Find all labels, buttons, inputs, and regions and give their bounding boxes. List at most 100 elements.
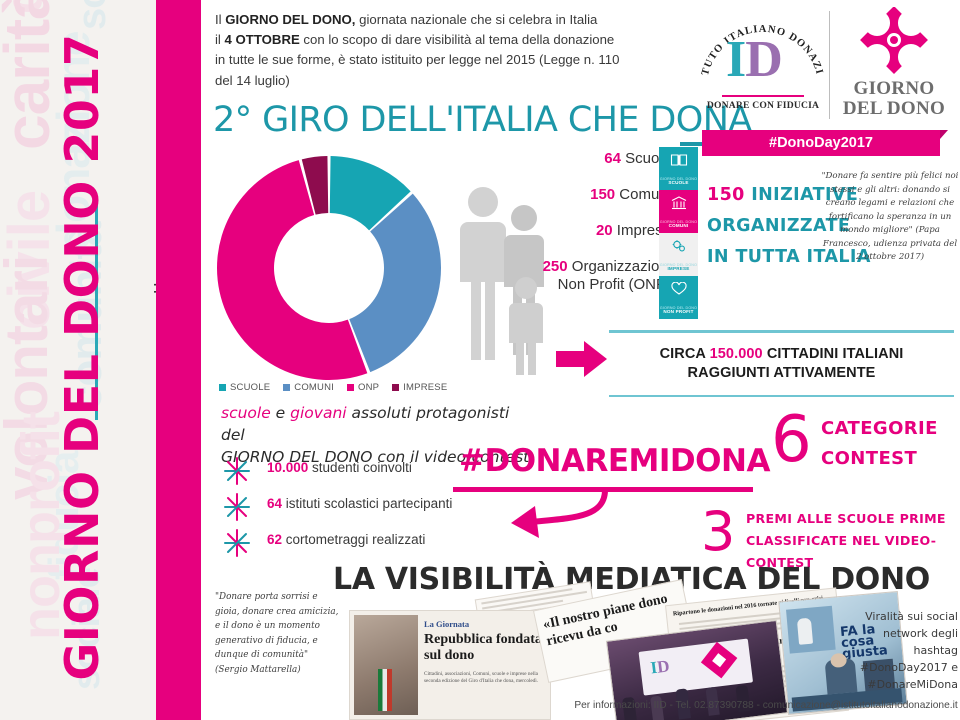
bullet-cortometraggi-value: 62 (267, 532, 283, 547)
categories-line-1: CATEGORIE (821, 418, 938, 439)
reach-text: CIRCA 150.000 CITTADINI ITALIANI RAGGIUN… (609, 333, 954, 395)
stat-imprese-label: Imprese (612, 222, 671, 239)
reach-number: 150.000 (709, 345, 763, 362)
bullet-cortometraggi-label: cortometraggi realizzati (282, 532, 426, 547)
intro-line4: del 14 luglio) (215, 72, 290, 88)
prizes-line-1: PREMI ALLE SCUOLE PRIME (746, 511, 946, 526)
schools-lead-text: scuole e giovani assoluti protagonisti d… (221, 402, 531, 468)
categories-line-2: CONTEST (821, 448, 918, 469)
categories-labels: CATEGORIE CONTEST (821, 414, 938, 474)
legend-swatch (283, 383, 291, 391)
pope-quote-text: "Donare fa sentire più felici noi stessi… (821, 171, 959, 235)
heart-icon (670, 282, 687, 295)
reach-rule-top (609, 330, 954, 333)
tile-comuni: GIORNO DEL DONO COMUNI (659, 190, 698, 233)
prizes-line-2: CLASSIFICATE NEL VIDEO-CONTEST (746, 533, 937, 570)
clipping-la-giornata: La Giornata Repubblica fondata sul dono … (349, 610, 551, 720)
mattarella-quote: "Donare porta sorrisi e gioia, donare cr… (215, 590, 340, 677)
bullet-studenti: 10.000 studenti coinvolti (221, 455, 521, 491)
legend-item-onp: ONP (347, 382, 379, 393)
donut-slice-scuole (329, 156, 411, 231)
tile-nonprofit-label: NON PROFIT (663, 309, 694, 315)
clipping-body: Cittadini, associazioni, Comuni, scuole … (424, 671, 539, 684)
headline-underline (680, 142, 702, 146)
mattarella-quote-attribution: (Sergio Mattarella) (215, 664, 301, 675)
participants-donut-chart (209, 148, 449, 388)
stats-list: 64 Scuole 150 Comuni 20 Imprese 250 Orga… (501, 150, 671, 312)
schools-lead-mid: e (270, 404, 291, 422)
intro-line1-pre: Il (215, 12, 226, 27)
bullet-studenti-text: 10.000 studenti coinvolti (267, 460, 412, 475)
intro-line2-post: con lo scopo di dare visibilità al tema … (299, 32, 615, 48)
reach-pre: CIRCA (659, 345, 710, 362)
logo-rule (722, 95, 804, 97)
teal-divider-rule (95, 205, 98, 420)
stat-scuole-value: 64 (604, 150, 621, 167)
categories-number: 6 (771, 403, 812, 477)
intro-line3: in tutte le sue forme, è stato istituito… (215, 52, 620, 68)
initiatives-word: INIZIATIVE (744, 185, 859, 205)
initiatives-line-1: 150 INIZIATIVE (707, 180, 871, 211)
tile-scuole-text: GIORNO DEL DONO SCUOLE (659, 177, 698, 186)
initiatives-block: 150 INIZIATIVE ORGANIZZATE IN TUTTA ITAL… (707, 180, 871, 273)
stat-comuni-value: 150 (590, 186, 616, 203)
logo-block: ISTITUTO ITALIANO DONAZIONE ID DONARE CO… (696, 5, 951, 157)
donut-slice-onp (217, 160, 368, 380)
contact-line: Per informazioni: IID - Tel. 02.87390788… (574, 700, 958, 711)
hashtag-underline (453, 487, 753, 492)
intro-line2-pre: il (215, 32, 225, 48)
main-content: Il GIORNO DEL DONO, giornata nazionale c… (201, 0, 960, 720)
prizes-number: 3 (701, 500, 736, 563)
tile-comuni-label: COMUNI (668, 223, 689, 229)
bullet-istituti-label: istituti scolastici partecipanti (282, 496, 453, 511)
pink-vertical-band (156, 0, 201, 720)
tile-imprese: GIORNO DEL DONO IMPRESE (659, 233, 698, 276)
brand-line-2: DEL DONO (842, 98, 946, 119)
clipping-kicker: La Giornata (424, 619, 470, 629)
iid-tagline: DONARE CON FIDUCIA (706, 100, 820, 111)
prizes-labels: PREMI ALLE SCUOLE PRIME CLASSIFICATE NEL… (746, 508, 960, 574)
legend-item-comuni: COMUNI (283, 382, 334, 393)
press-clippings-collage: La Giornata Repubblica fondata sul dono … (331, 579, 908, 720)
diamond-flower-icon (860, 6, 928, 74)
curved-arrow-left-icon (511, 489, 608, 538)
bullet-studenti-value: 10.000 (267, 460, 309, 475)
tile-scuole-label: SCUOLE (668, 180, 689, 186)
stat-comuni: 150 Comuni (501, 186, 671, 204)
mattarella-quote-text: "Donare porta sorrisi e gioia, donare cr… (215, 592, 339, 660)
asterisk-icon (224, 529, 250, 557)
stat-imprese: 20 Imprese (501, 222, 671, 240)
legend-item-imprese: IMPRESE (392, 382, 447, 393)
intro-bold-gdd: GIORNO DEL DONO, (225, 12, 356, 27)
category-icon-tiles: GIORNO DEL DONO SCUOLE GIORNO DEL DONO C… (659, 147, 698, 319)
tile-nonprofit-kicker: GIORNO DEL DONO (659, 305, 698, 310)
virality-line-1: Viralità sui social (865, 610, 958, 623)
brand-line-1: GIORNO (853, 78, 935, 99)
schools-bullets: 10.000 studenti coinvolti 64 istituti sc… (221, 455, 521, 563)
left-title-panel: donosolidalecaritàdonazionecivilecomunit… (0, 0, 156, 720)
stat-onp: 250 Organizzazioni Non Profit (ONP) (501, 258, 671, 294)
reach-post: CITTADINI ITALIANI (762, 345, 904, 362)
virality-line-4: #DonoDay2017 e (859, 661, 958, 674)
legend-swatch (219, 383, 226, 391)
stat-comuni-label: Comuni (615, 186, 671, 203)
initiatives-number: 150 (707, 185, 745, 205)
pink-arrow-right-icon (556, 341, 607, 377)
tile-imprese-text: GIORNO DEL DONO IMPRESE (659, 263, 698, 272)
giorno-del-dono-logo: GIORNO DEL DONO (838, 6, 950, 125)
tile-nonprofit: GIORNO DEL DONO NON PROFIT (659, 276, 698, 319)
reach-callout: CIRCA 150.000 CITTADINI ITALIANI RAGGIUN… (609, 330, 954, 397)
schools-lead-line2: GIORNO DEL DONO con il video-contest (221, 448, 530, 466)
legend-swatch (392, 383, 400, 391)
virality-note: Viralità sui social network degli hashta… (846, 608, 958, 693)
hashtag-bar: #DonoDay2017 (702, 130, 948, 156)
tile-comuni-text: GIORNO DEL DONO COMUNI (659, 220, 698, 229)
stat-onp-value: 250 (542, 258, 568, 275)
logo-divider (829, 11, 830, 119)
campaign-hashtag: #DONAREMIDONA (459, 443, 770, 479)
donut-svg (217, 156, 441, 380)
iid-logo: ISTITUTO ITALIANO DONAZIONE ID DONARE CO… (700, 7, 825, 125)
virality-line-2: network degli (882, 627, 958, 640)
tile-imprese-kicker: GIORNO DEL DONO (659, 262, 698, 267)
